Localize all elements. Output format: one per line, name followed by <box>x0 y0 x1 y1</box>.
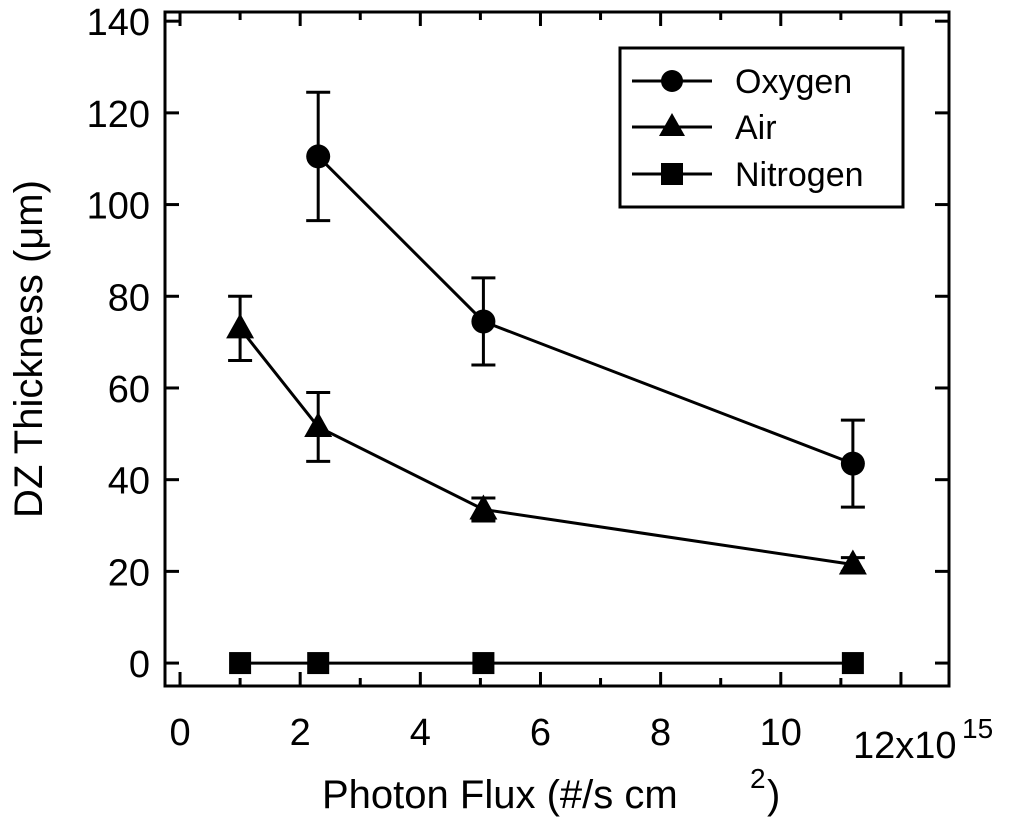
legend-label-air: Air <box>735 109 777 147</box>
y-tick-label: 20 <box>108 552 150 594</box>
legend: Oxygen Air Nitrogen <box>618 46 905 209</box>
x-tick-label: 10 <box>760 712 802 754</box>
data-point-nitrogen <box>307 652 330 675</box>
legend-marker-air <box>659 113 685 136</box>
x-axis-title: Photon Flux (#/s cm <box>322 773 678 817</box>
x-tick-label: 6 <box>530 712 551 754</box>
y-tick-label: 80 <box>108 277 150 319</box>
y-tick-label: 0 <box>129 644 150 686</box>
axis-ticks <box>165 12 949 686</box>
data-point-air <box>304 411 333 437</box>
y-tick-label: 60 <box>108 369 150 411</box>
legend-marker-oxygen <box>661 70 683 92</box>
x-exponent-label: 12x10 <box>853 725 957 767</box>
data-point-oxygen <box>840 451 865 476</box>
data-point-nitrogen <box>229 652 252 675</box>
y-axis-title: DZ Thickness (μm) <box>7 180 51 518</box>
x-tick-label: 2 <box>290 712 311 754</box>
data-point-air <box>226 313 255 339</box>
data-point-nitrogen <box>841 652 864 675</box>
x-tick-label: 4 <box>410 712 431 754</box>
series-line-air <box>238 327 854 566</box>
plot-frame <box>163 10 951 688</box>
x-axis-title-suffix: ) <box>767 773 780 817</box>
x-tick-label: 0 <box>169 712 190 754</box>
data-point-air <box>838 549 867 575</box>
legend-label-oxygen: Oxygen <box>735 63 852 101</box>
x-tick-label: 8 <box>650 712 671 754</box>
y-tick-label: 120 <box>87 94 150 136</box>
legend-marker-nitrogen <box>661 163 683 185</box>
data-point-oxygen <box>306 144 331 169</box>
y-tick-label: 100 <box>87 186 150 228</box>
data-point-nitrogen <box>472 652 495 675</box>
x-exponent-superscript: 15 <box>962 713 993 744</box>
y-tick-label: 40 <box>108 461 150 503</box>
legend-label-nitrogen: Nitrogen <box>735 156 864 194</box>
data-point-air <box>469 494 498 520</box>
x-axis-title-superscript: 2 <box>750 763 766 794</box>
data-point-oxygen <box>471 309 496 334</box>
y-tick-label: 140 <box>87 2 150 44</box>
series-layer <box>226 90 867 675</box>
